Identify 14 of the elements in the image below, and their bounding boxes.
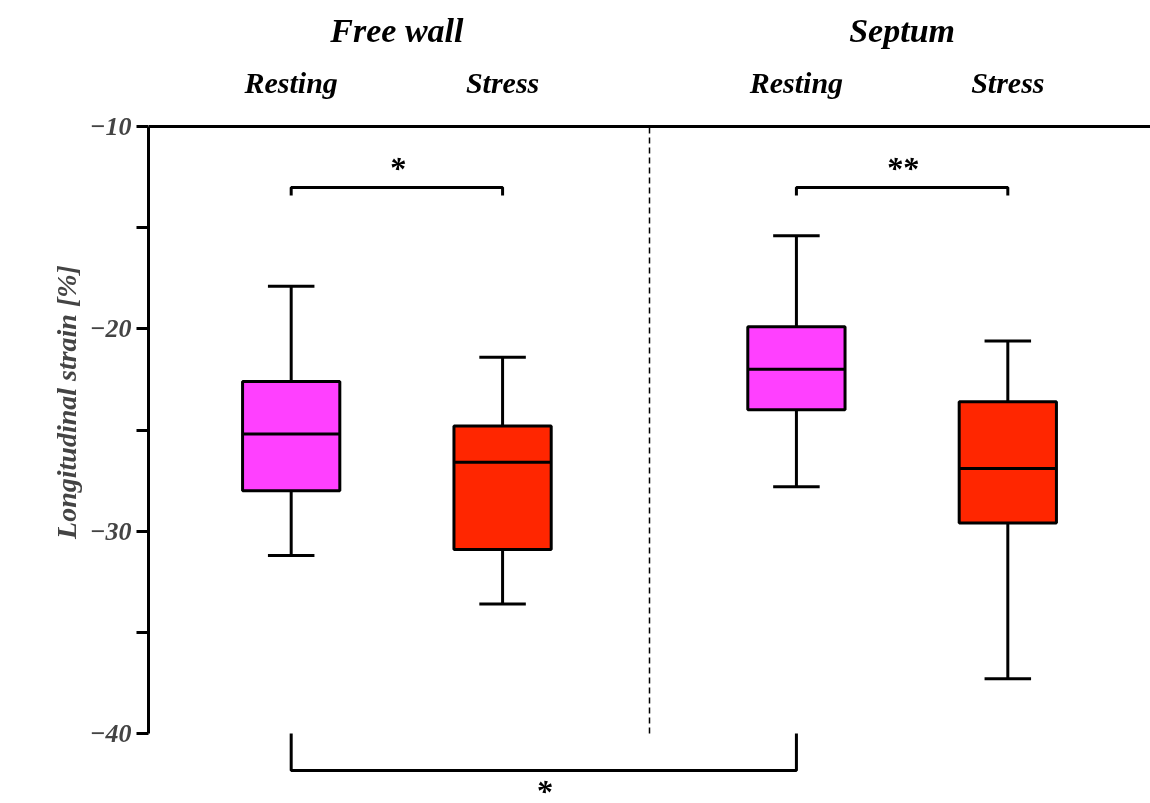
text: Free wall xyxy=(329,12,465,49)
text: * xyxy=(535,772,553,803)
x-tick-label: Resting xyxy=(243,66,338,99)
y-axis-title: Longitudinal strain [%] xyxy=(50,265,82,540)
y-tick-label: −20 xyxy=(89,314,132,344)
x-tick-label: Stress xyxy=(971,66,1045,99)
annotation: ** xyxy=(886,149,920,186)
y-tick-label: −30 xyxy=(89,516,132,546)
y-tick-label: −10 xyxy=(89,112,132,141)
x-tick-label: Stress xyxy=(465,66,540,99)
text: Septum xyxy=(849,12,956,49)
x-tick-label: Resting xyxy=(748,66,844,99)
annotation: * xyxy=(388,149,406,186)
y-tick-label: −40 xyxy=(89,719,132,748)
